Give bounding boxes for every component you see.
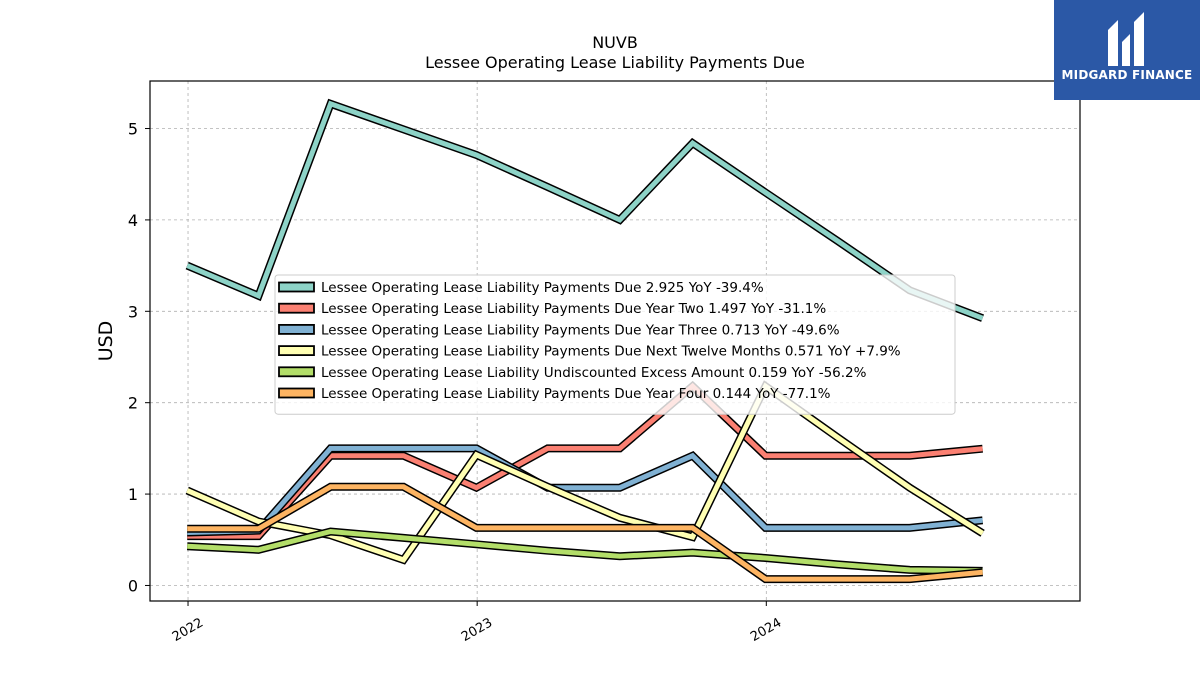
legend-item: Lessee Operating Lease Liability Undisco…: [278, 365, 867, 381]
y-tick-label: 1: [128, 485, 138, 504]
series-3: [187, 444, 984, 537]
x-tick-label: 2022: [170, 615, 206, 645]
legend-swatch: [278, 281, 315, 293]
series-line: [187, 382, 983, 539]
y-tick-label: 0: [128, 576, 138, 595]
legend-label: Lessee Operating Lease Liability Payment…: [321, 344, 901, 360]
series-5: [186, 527, 983, 575]
legend-swatch: [278, 302, 315, 314]
series-line: [187, 528, 983, 574]
series-line: [186, 100, 984, 321]
series-lines: [185, 98, 985, 584]
series-1: [185, 98, 985, 322]
legend-label: Lessee Operating Lease Liability Payment…: [321, 386, 831, 402]
y-axis-label: USD: [95, 321, 117, 362]
legend-label: Lessee Operating Lease Liability Payment…: [321, 301, 826, 317]
y-tick-label: 5: [128, 120, 138, 139]
series-line: [187, 445, 983, 535]
legend-item: Lessee Operating Lease Liability Payment…: [278, 280, 764, 296]
legend-label: Lessee Operating Lease Liability Payment…: [321, 322, 840, 338]
series-outline: [187, 444, 984, 537]
logo-text: MIDGARD FINANCE: [1061, 68, 1193, 82]
legend-swatch: [278, 323, 315, 335]
legend-item: Lessee Operating Lease Liability Payment…: [278, 322, 840, 338]
x-tick-label: 2023: [459, 615, 495, 645]
legend-item: Lessee Operating Lease Liability Payment…: [278, 386, 831, 402]
legend-swatch: [278, 345, 315, 357]
series-2: [187, 380, 983, 541]
brand-logo: MIDGARD FINANCE: [1054, 0, 1200, 100]
chart-title: NUVB: [592, 33, 638, 52]
legend: Lessee Operating Lease Liability Payment…: [274, 274, 956, 415]
midgard-m-icon: [1108, 12, 1144, 66]
y-tick-label: 4: [128, 211, 138, 230]
x-tick-label: 2024: [748, 615, 784, 645]
legend-box: [274, 274, 956, 415]
chart-subtitle: Lessee Operating Lease Liability Payment…: [425, 53, 805, 72]
y-tick-label: 3: [128, 302, 138, 321]
series-line: [187, 484, 983, 582]
series-6: [187, 482, 983, 584]
y-tick-label: 2: [128, 394, 138, 413]
legend-item: Lessee Operating Lease Liability Payment…: [278, 344, 901, 360]
legend-swatch: [278, 366, 315, 378]
legend-item: Lessee Operating Lease Liability Payment…: [278, 301, 826, 317]
legend-label: Lessee Operating Lease Liability Payment…: [321, 280, 764, 296]
legend-swatch: [278, 387, 315, 399]
legend-label: Lessee Operating Lease Liability Undisco…: [321, 365, 867, 381]
plot-frame: [149, 80, 1081, 602]
